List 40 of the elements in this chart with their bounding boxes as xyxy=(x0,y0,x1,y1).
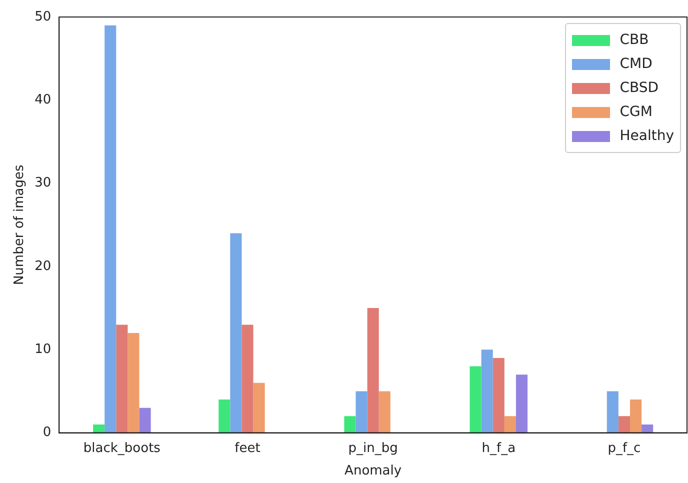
legend-label: CBSD xyxy=(620,80,659,96)
bar xyxy=(642,424,654,433)
bar xyxy=(504,416,516,433)
bar xyxy=(139,408,151,433)
y-tick-label: 30 xyxy=(34,176,52,191)
bar xyxy=(230,233,242,433)
bar xyxy=(128,333,140,433)
bar xyxy=(630,400,642,433)
legend-label: Healthy xyxy=(620,128,674,144)
x-tick-label: p_f_c xyxy=(608,440,641,456)
x-tick-label: p_in_bg xyxy=(348,440,398,456)
y-tick-label: 10 xyxy=(34,342,52,358)
bar xyxy=(606,391,618,433)
bar xyxy=(367,308,379,433)
legend-label: CMD xyxy=(620,56,652,72)
x-axis-title: Anomaly xyxy=(344,464,402,479)
bar xyxy=(218,400,230,433)
y-tick-label: 0 xyxy=(42,425,52,440)
bar xyxy=(116,324,128,433)
bar xyxy=(344,416,356,433)
y-tick-label: 50 xyxy=(34,9,52,24)
bar xyxy=(253,382,265,433)
bar xyxy=(492,358,504,433)
bar xyxy=(481,350,493,433)
y-axis-title: Number of images xyxy=(12,164,28,286)
y-tick-label: 20 xyxy=(34,258,52,274)
bar xyxy=(516,374,528,433)
bar xyxy=(618,416,630,433)
bar xyxy=(242,324,254,433)
bar xyxy=(378,391,390,433)
x-tick-label: black_boots xyxy=(83,440,161,456)
bar xyxy=(470,366,482,433)
bar xyxy=(93,424,105,433)
x-tick-label: feet xyxy=(234,440,260,456)
bar xyxy=(356,391,368,433)
legend-label: CBB xyxy=(620,32,649,48)
bar xyxy=(104,25,116,433)
y-tick-label: 40 xyxy=(34,92,52,108)
legend-label: CGM xyxy=(620,104,652,120)
x-tick-label: h_f_a xyxy=(482,440,516,456)
